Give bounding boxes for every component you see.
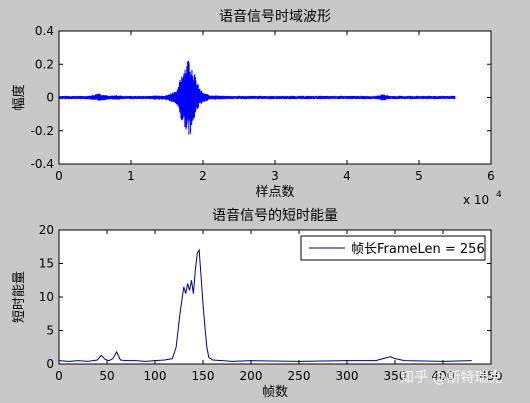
plot1-x-tick-label: 2 <box>199 169 207 183</box>
plot1-x-tick-label: 5 <box>415 169 423 183</box>
plot2-x-tick-label: 450 <box>480 369 503 383</box>
plot2-y-tick-label: 15 <box>39 257 54 271</box>
plot1-x-axis-label: 样点数 <box>255 185 294 200</box>
plot1-y-axis-label: 幅度 <box>11 84 27 110</box>
plot2-x-tick-label: 400 <box>432 369 455 383</box>
plot2-legend-label: 帧长FrameLen = 256 <box>351 242 485 257</box>
watermark: 知乎 @斯特瑞克 <box>400 370 503 386</box>
plot2-axes-frame <box>58 229 492 365</box>
plot2-x-tick-label: 0 <box>55 369 63 383</box>
plot1-x-tick-label: 6 <box>487 169 495 183</box>
plot1-axes-frame <box>58 30 492 165</box>
plot2-y-tick-label: 20 <box>39 223 54 237</box>
plot2-x-axis-label: 帧数 <box>262 385 288 400</box>
plot1-y-tick-label: 0.2 <box>35 57 54 71</box>
plot1-x-tick-label: 4 <box>343 169 351 183</box>
plot1-y-tick-label: 0.4 <box>35 24 54 38</box>
plot1-y-tick-label: 0 <box>46 91 54 105</box>
plot2-x-tick-label: 100 <box>144 369 167 383</box>
plot2-x-tick-label: 250 <box>288 369 311 383</box>
plot2-y-axis-label: 短时能量 <box>12 271 27 323</box>
plot1-y-tick-label: -0.2 <box>31 124 54 138</box>
plot1-x-exponent-power: 4 <box>496 190 502 200</box>
plot1-x-exponent: x 10 <box>463 193 489 207</box>
plot2-x-tick-label: 200 <box>240 369 263 383</box>
plot2-y-tick-label: 10 <box>39 290 54 304</box>
plot2-x-tick-label: 350 <box>384 369 407 383</box>
plot1-y-tick-label: -0.4 <box>31 157 54 171</box>
plot2-x-tick-label: 50 <box>99 369 114 383</box>
plot2-x-tick-label: 300 <box>336 369 359 383</box>
plot1-waveform-line <box>58 60 456 135</box>
plot1-x-tick-label: 1 <box>127 169 135 183</box>
plot1-x-tick-label: 0 <box>55 169 63 183</box>
plot2-y-tick-label: 0 <box>46 357 54 371</box>
plot2-x-tick-label: 150 <box>192 369 215 383</box>
plot1-title: 语音信号时域波形 <box>219 8 331 25</box>
plot1-x-tick-label: 3 <box>271 169 279 183</box>
plot2-title: 语音信号的短时能量 <box>212 207 338 224</box>
plot2-y-tick-label: 5 <box>46 324 54 338</box>
